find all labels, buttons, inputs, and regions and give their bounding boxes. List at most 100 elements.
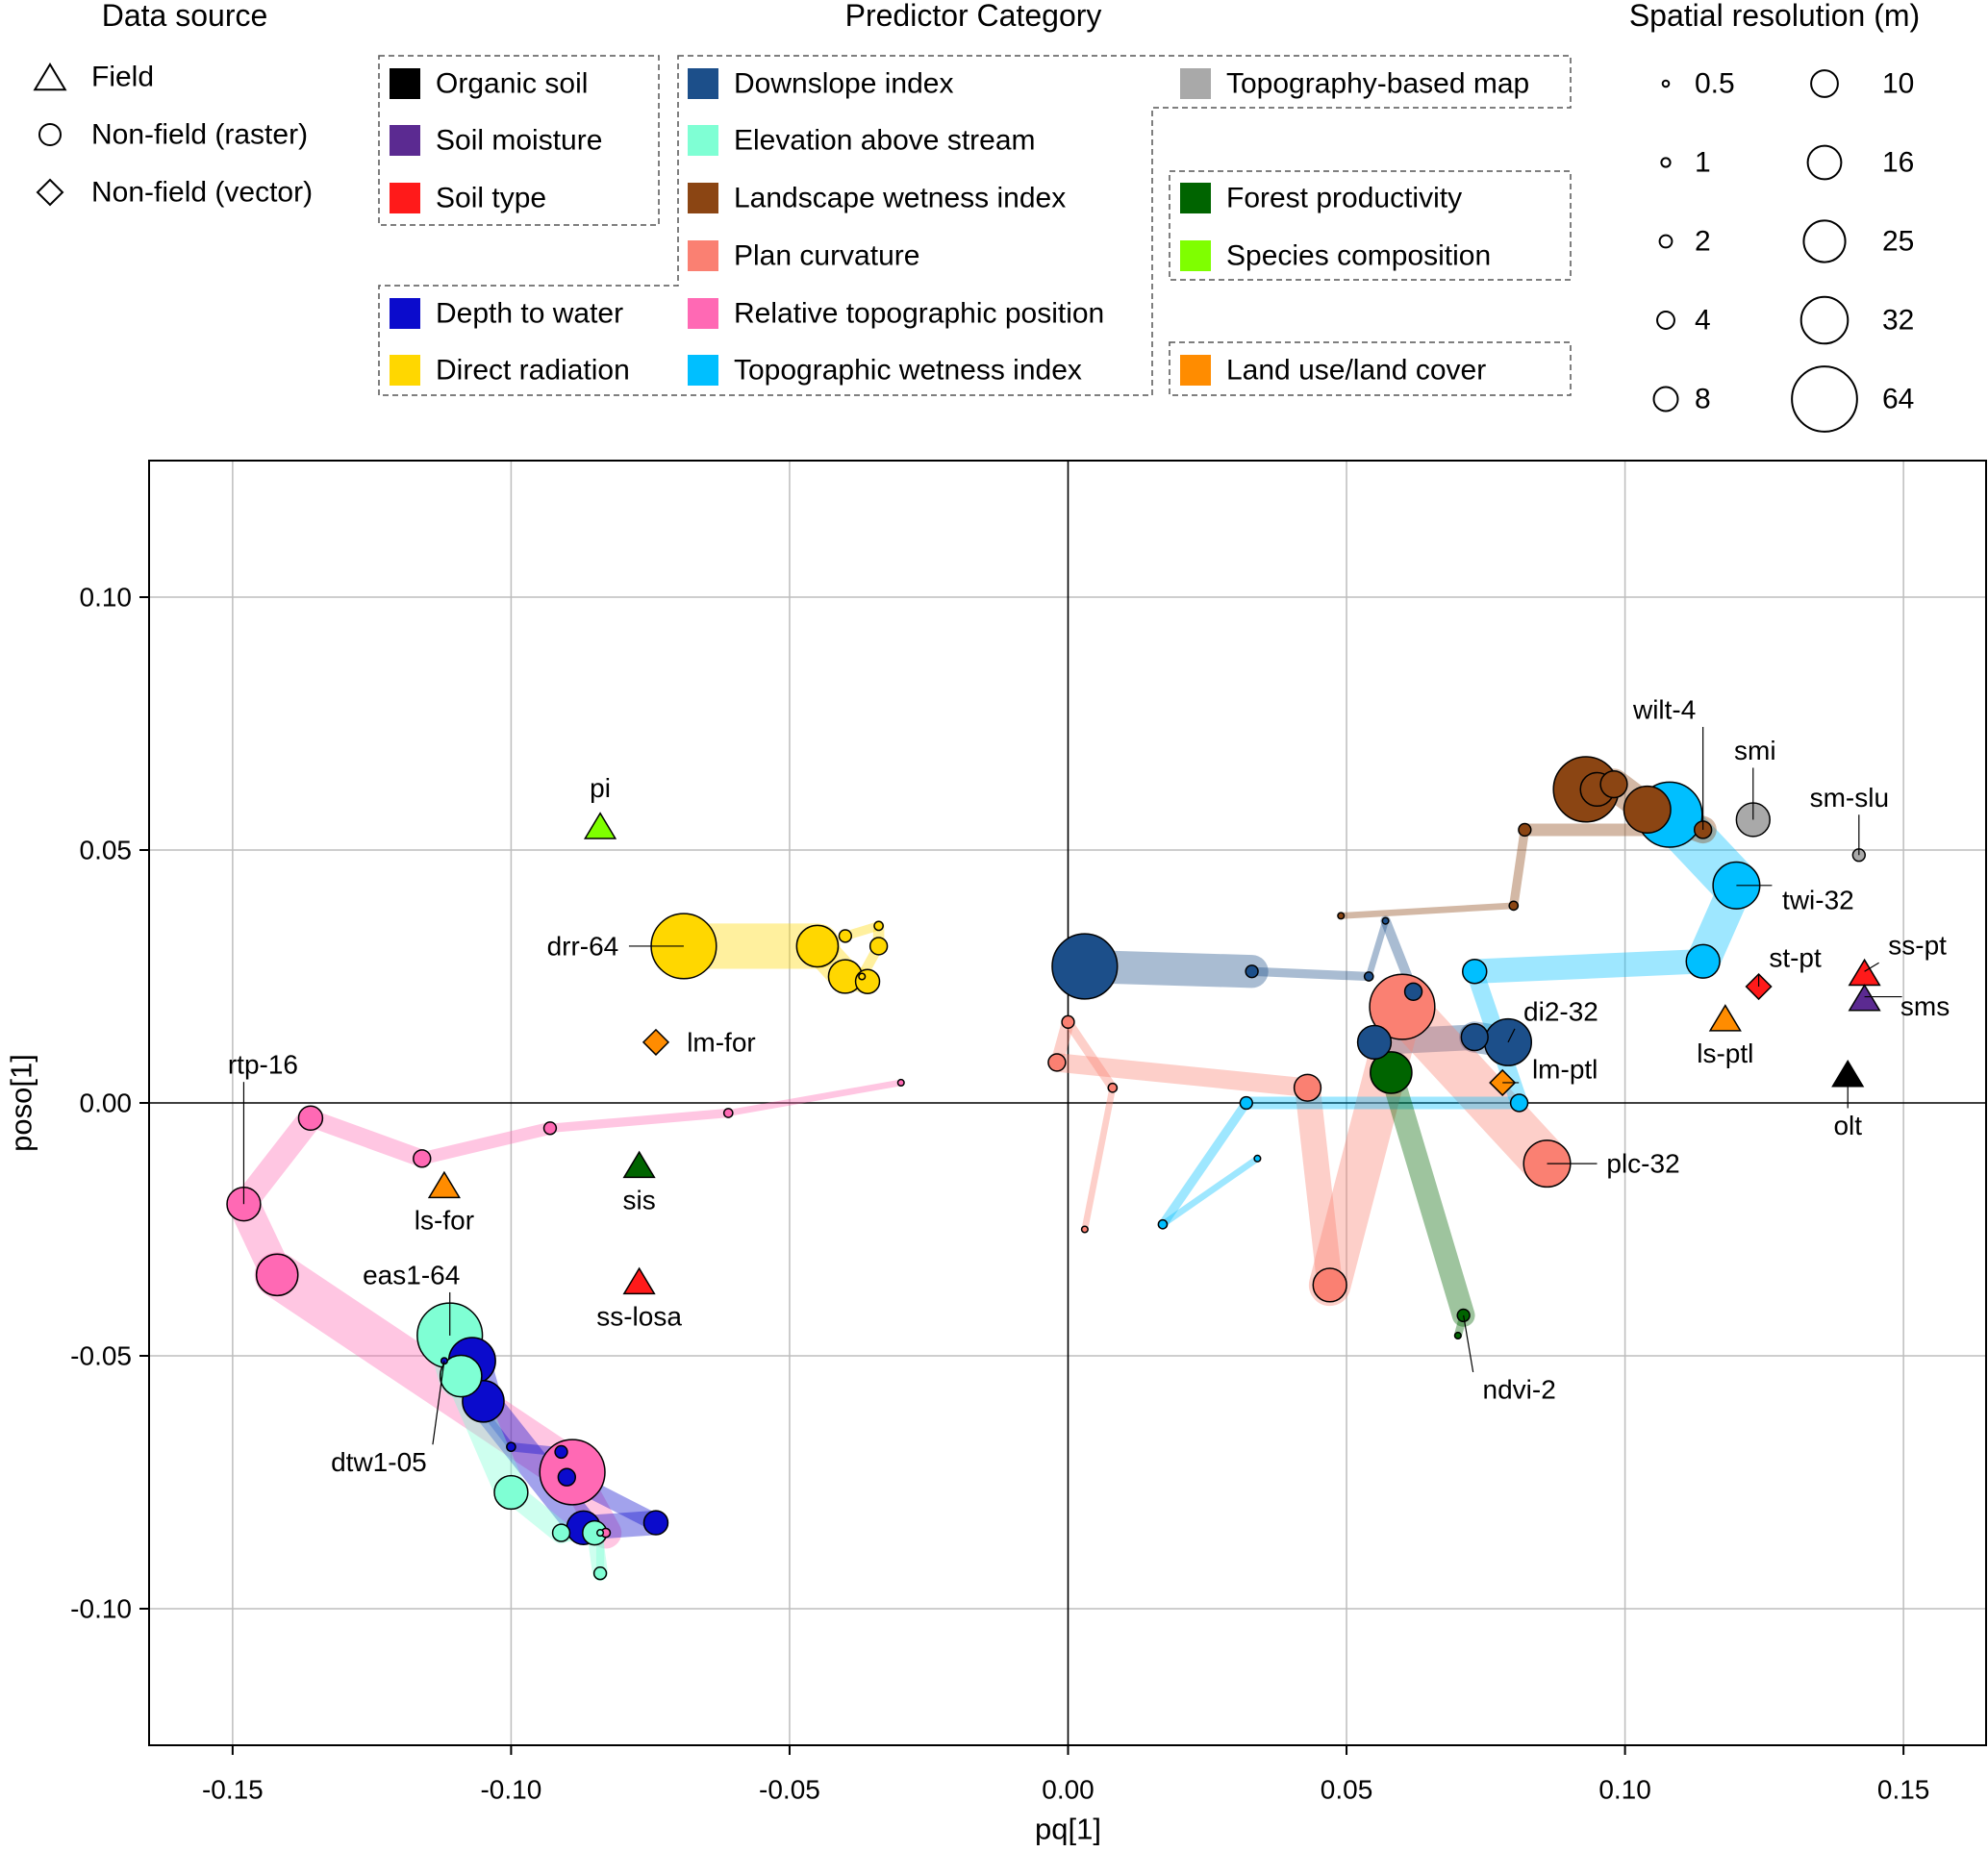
point-label: lm-for: [687, 1027, 756, 1057]
series-band: [1379, 1061, 1475, 1327]
point-label: smi: [1734, 736, 1776, 765]
circle-point: [1685, 943, 1721, 979]
series-band: [1158, 1098, 1251, 1229]
circle-point: [858, 972, 867, 981]
data-source-legend-label: Non-field (vector): [91, 177, 313, 209]
point-label: eas1-64: [363, 1260, 460, 1289]
circle-point: [795, 924, 840, 968]
resolution-legend-label: 32: [1882, 305, 1914, 337]
circle-point: [1460, 1022, 1489, 1052]
diamond-icon: [36, 178, 64, 207]
circle-point: [854, 968, 881, 994]
category-swatch: [688, 298, 718, 329]
circle-point: [868, 937, 889, 956]
category-swatch: [1180, 355, 1211, 386]
resolution-legend-circle: [1802, 219, 1847, 263]
y-tick-label: 0.05: [80, 836, 133, 865]
label-leader-line: [432, 1361, 445, 1445]
circle-icon: [38, 123, 62, 146]
label-leader-line: [1463, 1314, 1474, 1373]
circle-point: [873, 920, 884, 932]
circle-point: [413, 1149, 432, 1168]
category-swatch: [390, 298, 420, 329]
circle-point: [1518, 822, 1532, 838]
point-label: sms: [1900, 991, 1950, 1021]
point-labels: eas1-64 drr-64 di2-32 plc-32 twi-32 rtp-16 smi…: [228, 694, 1950, 1476]
category-legend-title: Predictor Category: [845, 0, 1102, 33]
series-band: [231, 1106, 323, 1216]
y-tick-label: 0.10: [80, 583, 133, 613]
y-axis-label: poso[1]: [5, 1054, 38, 1152]
data-source-legend-label: Field: [91, 62, 154, 93]
triangle-point: [1708, 1004, 1742, 1032]
legend-group-box: [1169, 341, 1572, 396]
circle-point: [642, 1510, 669, 1536]
series-band: [1063, 1017, 1118, 1092]
circle-point: [1453, 1331, 1462, 1340]
triangle-point: [622, 1150, 656, 1179]
category-swatch: [1180, 183, 1211, 213]
point-label: ls-ptl: [1697, 1039, 1753, 1068]
category-legend-label: Elevation above stream: [734, 125, 1036, 157]
circle-point: [1157, 1218, 1169, 1230]
data-source-legend-title: Data source: [102, 0, 268, 33]
point-label: lm-ptl: [1532, 1054, 1598, 1084]
circle-point: [1509, 1093, 1529, 1113]
resolution-legend-label: 25: [1882, 226, 1914, 258]
circle-point: [506, 1441, 516, 1453]
resolution-legend-label: 16: [1882, 147, 1914, 179]
x-axis-label: pq[1]: [1035, 1813, 1101, 1846]
circle-point: [1107, 1082, 1119, 1093]
resolution-legend-circle: [1810, 69, 1839, 98]
circle-point: [592, 1565, 608, 1581]
resolution-legend-label: 10: [1882, 68, 1914, 100]
circle-point: [1253, 1154, 1262, 1163]
point-label: ss-losa: [596, 1302, 682, 1332]
plot-area: -0.15 -0.10 -0.05 0.00 0.05 0.10 0.15 -0.10 -0.0…: [5, 460, 1987, 1846]
point-label: ss-pt: [1888, 931, 1947, 961]
circle-point: [1363, 971, 1374, 982]
category-swatch: [390, 183, 420, 213]
resolution-legend-circle: [1799, 295, 1850, 345]
series-band: [301, 1109, 431, 1167]
triangle-point: [622, 1266, 656, 1295]
y-tick-label: -0.05: [70, 1340, 132, 1370]
triangle-point: [583, 812, 617, 839]
circle-point: [439, 1354, 483, 1398]
category-legend-label: Landscape wetness index: [734, 183, 1066, 214]
diamond-point: [642, 1028, 670, 1056]
series-band: [545, 1108, 733, 1133]
circle-point: [1061, 1014, 1075, 1030]
triangle-point: [1848, 984, 1881, 1012]
category-legend-label: Plan curvature: [734, 240, 919, 272]
circle-point: [554, 1444, 568, 1460]
category-swatch: [1180, 68, 1211, 99]
circle-point: [1047, 1053, 1067, 1072]
point-label: st-pt: [1769, 943, 1822, 973]
circle-point: [557, 1467, 577, 1487]
point-label: rtp-16: [228, 1050, 298, 1080]
point-label: drr-64: [547, 931, 619, 961]
category-swatch: [390, 68, 420, 99]
circle-point: [1462, 959, 1488, 985]
circle-point: [1239, 1095, 1253, 1111]
legend-group-box: [378, 55, 660, 226]
circle-point: [1370, 1051, 1413, 1094]
circle-point: [1312, 1267, 1347, 1303]
circle-point: [542, 1121, 558, 1136]
x-tick-label: -0.05: [759, 1775, 820, 1805]
category-legend-label: Direct radiation: [436, 355, 630, 387]
circle-point: [493, 1474, 529, 1511]
resolution-legend-circle: [1652, 386, 1679, 413]
legend-group-box: [378, 55, 1572, 396]
category-legend-label: Topography-based map: [1226, 68, 1529, 100]
category-legend-label: Organic soil: [436, 68, 588, 100]
circle-point: [896, 1078, 905, 1088]
x-tick-label: 0.05: [1321, 1775, 1373, 1805]
category-swatch: [390, 355, 420, 386]
circle-point: [1599, 769, 1628, 799]
series-band: [1047, 1053, 1318, 1097]
label-leader-line: [1507, 1028, 1516, 1043]
point-label: dtw1-05: [331, 1447, 427, 1477]
resolution-legend-circle: [1656, 311, 1675, 330]
